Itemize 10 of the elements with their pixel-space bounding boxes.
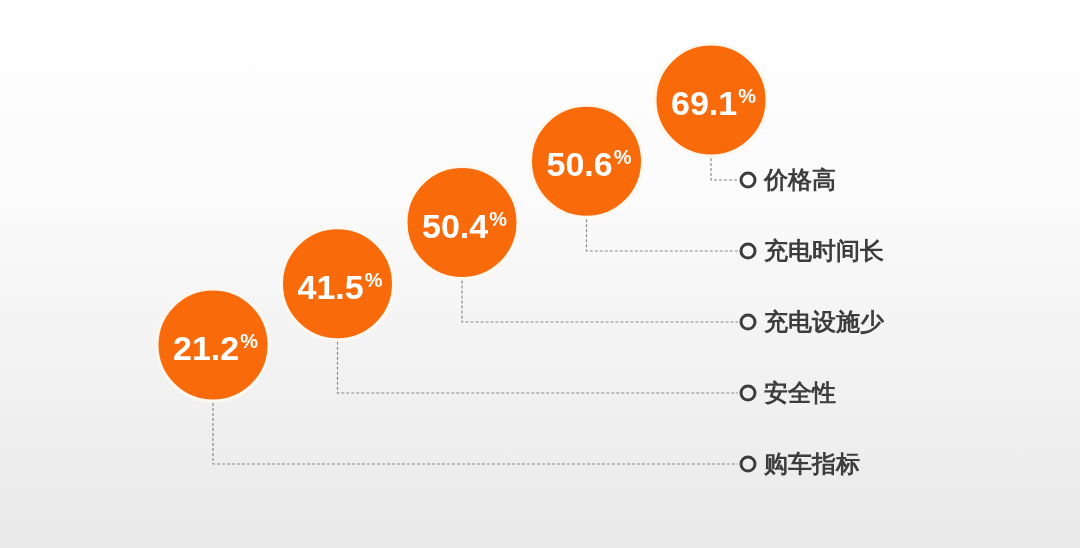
category-label: 价格高 — [763, 165, 836, 193]
data-label: 21.2% — [173, 329, 259, 367]
category-label: 充电时间长 — [763, 236, 884, 264]
category-label: 充电设施少 — [763, 307, 885, 335]
category-label: 购车指标 — [763, 449, 860, 477]
data-label: 50.6% — [546, 145, 632, 184]
category-label: 安全性 — [764, 378, 836, 406]
data-label: 50.4% — [422, 206, 508, 245]
data-label: 41.5% — [297, 267, 383, 306]
data-label: 69.1% — [671, 84, 757, 122]
